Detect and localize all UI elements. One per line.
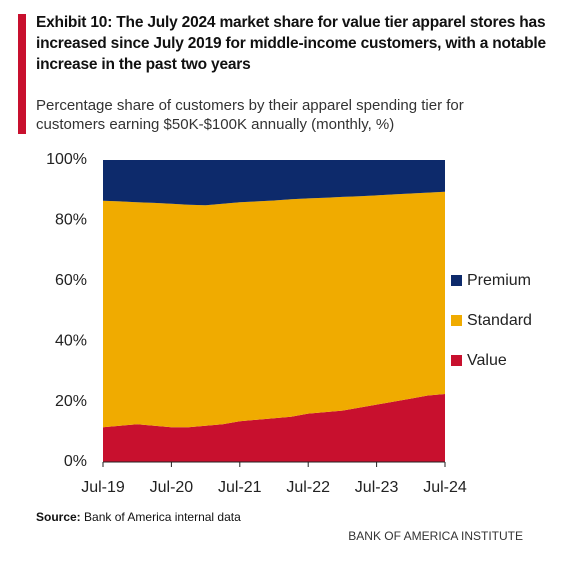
title-accent <box>18 14 26 134</box>
x-tick-label: Jul-19 <box>81 479 125 496</box>
y-tick-label: 100% <box>46 151 87 168</box>
chart-title: Exhibit 10: The July 2024 market share f… <box>36 14 546 73</box>
y-tick-label: 20% <box>55 393 87 410</box>
x-tick-label: Jul-23 <box>355 479 399 496</box>
chart-subtitle: Percentage share of customers by their a… <box>36 97 464 133</box>
x-tick-label: Jul-20 <box>150 479 194 496</box>
legend-label: Standard <box>467 312 532 329</box>
legend-label: Premium <box>467 272 531 289</box>
area <box>103 394 445 462</box>
legend-label: Value <box>467 352 507 369</box>
y-tick-label: 0% <box>64 453 87 470</box>
legend-swatch <box>451 355 462 366</box>
source-text: Bank of America internal data <box>84 510 241 524</box>
legend-swatch <box>451 275 462 286</box>
y-tick-label: 40% <box>55 332 87 349</box>
x-tick-label: Jul-22 <box>286 479 330 496</box>
y-tick-label: 80% <box>55 212 87 229</box>
x-tick-label: Jul-21 <box>218 479 262 496</box>
y-tick-label: 60% <box>55 272 87 289</box>
area <box>103 160 445 206</box>
source-label: Source: <box>36 510 81 524</box>
source: Source: Bank of America internal data <box>36 510 241 524</box>
area <box>103 191 445 428</box>
legend-swatch <box>451 315 462 326</box>
x-tick-label: Jul-24 <box>423 479 467 496</box>
footer: BANK OF AMERICA INSTITUTE <box>348 529 523 543</box>
